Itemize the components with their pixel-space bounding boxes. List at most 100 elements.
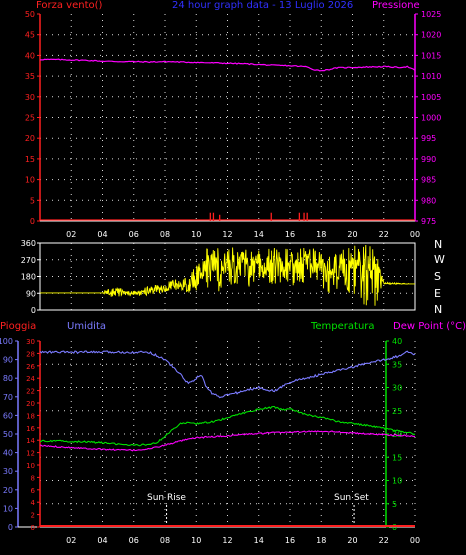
time-tick-label: 20 bbox=[347, 230, 357, 239]
temperature-tick-label: 35 bbox=[392, 360, 402, 369]
rain-tick-label: 90 bbox=[3, 356, 13, 365]
direction-tick-label: 90 bbox=[26, 289, 36, 298]
temperature-tick-label: 40 bbox=[392, 337, 402, 346]
humidity-scale-tick-label: 22 bbox=[26, 388, 35, 396]
rain-humidity-temperature-chart: 0102030405060708090100024681012141618202… bbox=[0, 337, 420, 545]
wind-speed-tick-label: 10 bbox=[25, 176, 35, 185]
time-tick-label: 18 bbox=[316, 230, 326, 239]
temperature-tick-label: 5 bbox=[392, 500, 397, 509]
pressure-tick-label: 1025 bbox=[421, 10, 441, 19]
time-tick-label: 00 bbox=[410, 536, 420, 545]
wind-speed-tick-label: 0 bbox=[30, 217, 35, 226]
humidity-scale-tick-label: 30 bbox=[26, 338, 35, 346]
time-tick-label: 16 bbox=[285, 230, 295, 239]
humidity-line bbox=[39, 350, 416, 399]
time-tick-label: 22 bbox=[379, 230, 389, 239]
time-tick-label: 02 bbox=[66, 230, 76, 239]
compass-e: E bbox=[434, 287, 441, 300]
direction-tick-label: 0 bbox=[31, 306, 36, 315]
humidity-scale-tick-label: 14 bbox=[26, 437, 35, 445]
humidity-scale-tick-label: 24 bbox=[26, 375, 35, 383]
humidity-scale-tick-label: 4 bbox=[31, 499, 36, 507]
compass-n-bottom: N bbox=[434, 303, 443, 316]
humidity-scale-tick-label: 0 bbox=[31, 524, 35, 532]
rain-tick-label: 40 bbox=[3, 449, 13, 458]
time-tick-label: 06 bbox=[129, 230, 139, 239]
time-tick-label: 16 bbox=[285, 536, 295, 545]
time-tick-label: 00 bbox=[410, 230, 420, 239]
wind-direction-trace bbox=[40, 244, 415, 306]
wind-speed-tick-label: 20 bbox=[25, 134, 35, 143]
wind-speed-tick-label: 25 bbox=[25, 114, 35, 123]
pressure-tick-label: 1010 bbox=[421, 72, 441, 81]
rain-tick-label: 100 bbox=[0, 337, 13, 346]
compass-n-top: N bbox=[434, 238, 443, 251]
wind-speed-tick-label: 40 bbox=[25, 51, 35, 60]
pressure-label: Pressione bbox=[372, 0, 420, 11]
wind-speed-tick-label: 5 bbox=[30, 196, 35, 205]
direction-tick-label: 360 bbox=[21, 239, 36, 248]
rain-tick-label: 20 bbox=[3, 486, 13, 495]
direction-tick-label: 180 bbox=[21, 273, 36, 282]
compass-w: W bbox=[434, 253, 445, 266]
pressure-tick-label: 985 bbox=[421, 176, 436, 185]
sunrise-label: Sun Rise bbox=[147, 493, 186, 503]
time-tick-label: 12 bbox=[222, 536, 232, 545]
wind-speed-tick-label: 45 bbox=[25, 31, 35, 40]
wind-speed-tick-label: 35 bbox=[25, 72, 35, 81]
time-tick-label: 10 bbox=[191, 536, 201, 545]
rain-tick-label: 60 bbox=[3, 411, 13, 420]
pressure-tick-label: 980 bbox=[421, 196, 436, 205]
humidity-scale-tick-label: 20 bbox=[26, 400, 35, 408]
rain-tick-label: 10 bbox=[3, 504, 13, 513]
temperature-tick-label: 30 bbox=[392, 384, 402, 393]
time-tick-label: 14 bbox=[254, 536, 264, 545]
humidity-scale-tick-label: 8 bbox=[31, 474, 35, 482]
rain-tick-label: 0 bbox=[8, 523, 13, 532]
dew-point-line bbox=[39, 430, 416, 452]
temperature-tick-label: 10 bbox=[392, 477, 402, 486]
time-tick-label: 02 bbox=[66, 536, 76, 545]
time-tick-label: 04 bbox=[97, 536, 107, 545]
pressure-tick-label: 995 bbox=[421, 134, 436, 143]
sunset-label: Sun Set bbox=[334, 493, 369, 503]
pressure-line bbox=[39, 58, 416, 72]
rain-tick-label: 50 bbox=[3, 430, 13, 439]
compass-s: S bbox=[434, 270, 441, 283]
wind-speed-tick-label: 50 bbox=[25, 10, 35, 19]
wind-direction-chart: 0 90 180 270 360 bbox=[21, 239, 416, 315]
time-tick-label: 10 bbox=[191, 230, 201, 239]
humidity-scale-tick-label: 10 bbox=[26, 462, 35, 470]
time-tick-label: 06 bbox=[129, 536, 139, 545]
humidity-scale-tick-label: 18 bbox=[26, 412, 35, 420]
humidity-label: Umidita bbox=[67, 321, 107, 332]
humidity-scale-tick-label: 28 bbox=[26, 350, 35, 358]
rain-label: Pioggia bbox=[0, 321, 37, 332]
pressure-tick-label: 1020 bbox=[421, 31, 441, 40]
time-tick-label: 20 bbox=[347, 536, 357, 545]
pressure-tick-label: 975 bbox=[421, 217, 436, 226]
temperature-tick-label: 0 bbox=[392, 523, 397, 532]
pressure-tick-label: 1015 bbox=[421, 51, 441, 60]
time-tick-label: 18 bbox=[316, 536, 326, 545]
wind-speed-tick-label: 15 bbox=[25, 155, 35, 164]
humidity-scale-tick-label: 2 bbox=[31, 512, 35, 520]
temperature-tick-label: 25 bbox=[392, 407, 402, 416]
temperature-tick-label: 20 bbox=[392, 430, 402, 439]
rain-tick-label: 70 bbox=[3, 393, 13, 402]
humidity-scale-tick-label: 26 bbox=[26, 363, 35, 371]
time-tick-label: 04 bbox=[97, 230, 107, 239]
temperature-tick-label: 15 bbox=[392, 453, 402, 462]
time-tick-label: 08 bbox=[160, 536, 170, 545]
wind-speed-tick-label: 30 bbox=[25, 93, 35, 102]
time-tick-label: 12 bbox=[222, 230, 232, 239]
temperature-line bbox=[39, 405, 416, 447]
dew-point-label: Dew Point (°C) bbox=[393, 321, 466, 332]
wind-speed-label: Forza vento() bbox=[36, 0, 103, 11]
time-tick-label: 14 bbox=[254, 230, 264, 239]
pressure-tick-label: 1000 bbox=[421, 114, 441, 123]
wind-pressure-chart: 0510152025303540455097598098599099510001… bbox=[25, 10, 442, 239]
humidity-scale-tick-label: 12 bbox=[26, 450, 35, 458]
time-tick-label: 22 bbox=[379, 536, 389, 545]
